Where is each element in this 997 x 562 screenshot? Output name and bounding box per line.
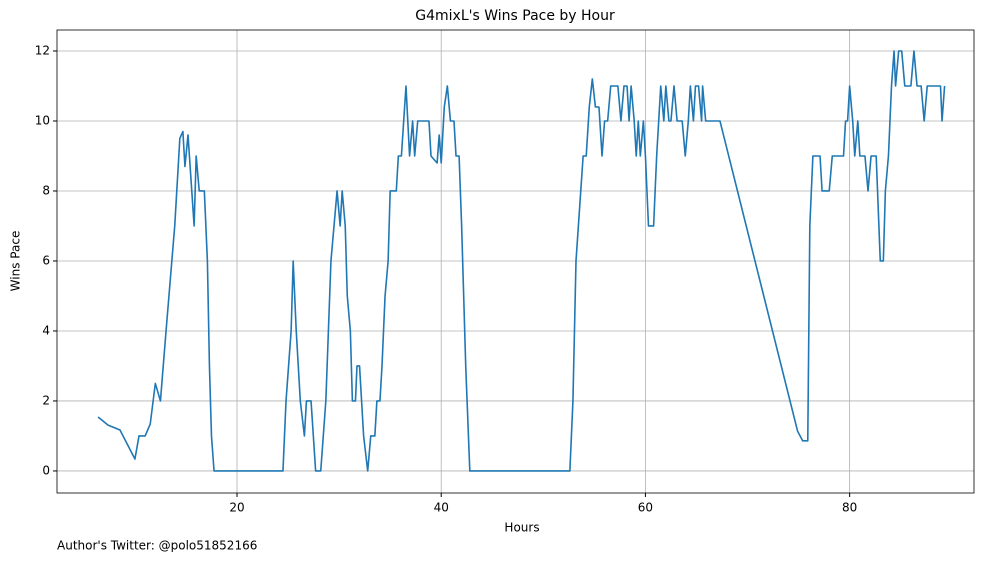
x-axis-label: Hours: [504, 521, 539, 535]
y-tick-label: 4: [42, 323, 50, 337]
y-tick-label: 0: [42, 463, 50, 477]
plot-frame: [56, 29, 975, 494]
footer-note: Author's Twitter: @polo51852166: [57, 539, 257, 553]
x-tick-label: 40: [434, 501, 449, 515]
y-tick-label: 8: [42, 183, 50, 197]
x-tick-label: 80: [842, 501, 857, 515]
y-axis-label: Wins Pace: [9, 231, 23, 292]
x-tick-label: 60: [638, 501, 653, 515]
y-tick-label: 2: [42, 393, 50, 407]
chart-title: G4mixL's Wins Pace by Hour: [415, 8, 615, 24]
y-tick-label: 10: [35, 113, 50, 127]
y-tick-label: 6: [42, 253, 50, 267]
y-tick-label: 12: [35, 43, 50, 57]
line: [97, 50, 946, 472]
x-tick-label: 20: [229, 501, 244, 515]
